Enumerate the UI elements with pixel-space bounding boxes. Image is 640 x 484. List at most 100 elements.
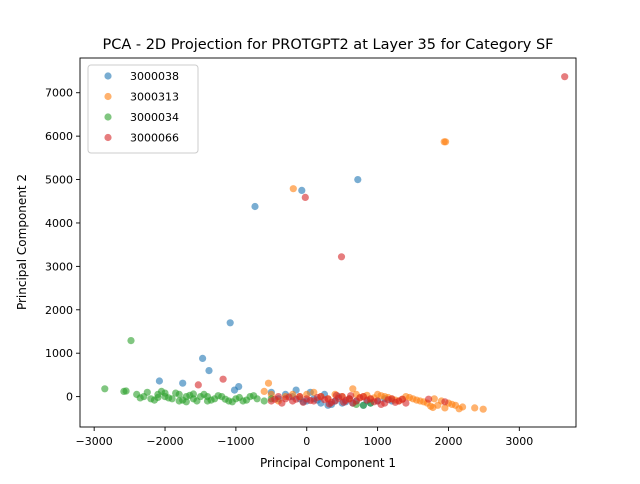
scatter-point [228,398,236,406]
scatter-point [260,397,268,405]
scatter-point [354,176,362,184]
series-layer [101,73,569,413]
scatter-point [337,253,346,261]
scatter-point [479,405,487,413]
legend-label: 3000066 [130,132,179,145]
scatter-point [226,319,234,327]
scatter-point [340,398,348,406]
scatter-point [154,393,162,402]
legend: 3000038 3000313 3000034 3000066 [87,64,199,154]
scatter-point [430,395,438,403]
x-tick-label: 1000 [364,435,392,448]
scatter-point [471,404,479,412]
scatter-point [405,393,414,402]
scatter-point [561,73,569,81]
y-axis-label: Principal Component 2 [15,174,29,310]
scatter-point [193,397,201,405]
legend-marker [104,113,112,121]
scatter-point [384,396,392,404]
scatter-point [161,389,169,397]
scatter-point [359,401,367,409]
scatter-point [349,385,357,393]
series-3000066 [194,73,569,408]
scatter-point [413,396,421,404]
scatter-point [136,394,144,402]
scatter-point [172,389,180,397]
scatter-point [285,393,293,401]
legend-label: 3000038 [130,70,179,83]
scatter-point [441,404,449,412]
scatter-point [260,387,268,395]
scatter-point [455,405,463,413]
legend-marker [104,72,112,80]
scatter-point [271,395,279,403]
x-axis-ticks: −3000 −2000 −1000 0 1000 2000 3000 [76,427,533,448]
y-tick-label: 1000 [45,347,73,360]
scatter-point [356,394,364,402]
y-axis-ticks: 0 1000 2000 3000 4000 5000 6000 7000 [45,87,80,404]
series-3000038 [155,176,396,409]
scatter-point [194,381,202,389]
scatter-point [370,398,378,406]
scatter-point [214,392,222,400]
scatter-point [347,392,355,400]
scatter-point [205,367,213,375]
scatter-point [175,397,183,405]
scatter-point [219,375,227,383]
series-3000034 [101,337,375,409]
chart-title: PCA - 2D Projection for PROTGPT2 at Laye… [102,37,553,53]
scatter-point [235,393,243,402]
scatter-point [199,354,207,362]
legend-marker [104,133,112,142]
plot-frame [79,57,577,428]
scatter-point [155,377,163,385]
legend-label: 3000313 [130,91,179,104]
scatter-point [264,379,273,387]
scatter-point [221,395,229,403]
scatter-point [182,398,190,406]
x-tick-label: −1000 [217,435,254,448]
legend-box [87,64,199,154]
scatter-point [313,393,321,402]
scatter-point [425,395,433,403]
scatter-point [242,396,251,404]
scatter-point [292,395,300,403]
y-tick-label: 3000 [45,260,73,273]
scatter-point [299,398,307,406]
legend-label: 3000034 [130,111,179,124]
scatter-point [377,392,385,400]
scatter-point [179,379,187,387]
y-tick-label: 2000 [45,304,73,317]
scatter-point [298,186,306,194]
x-axis-label: Principal Component 1 [260,456,396,470]
scatter-point [278,399,286,407]
y-tick-label: 0 [66,391,73,404]
scatter-point [442,138,450,146]
scatter-point [189,390,197,398]
scatter-point [349,399,357,407]
scatter-point [143,388,151,396]
scatter-point [127,337,135,345]
scatter-point [448,400,456,408]
scatter-point [230,386,239,394]
scatter-point [301,193,309,201]
legend-marker [104,92,112,101]
scatter-point [289,185,297,193]
scatter-point [325,400,333,408]
scatter-point [250,392,258,400]
scatter-point [363,396,371,404]
y-tick-label: 5000 [45,174,73,187]
scatter-point [377,400,385,408]
x-tick-label: −2000 [146,435,183,448]
scatter-point [391,398,399,406]
scatter-point [203,393,212,401]
scatter-point [332,391,341,399]
y-tick-label: 7000 [45,87,73,100]
scatter-point [101,385,109,393]
scatter-point [429,403,437,412]
scatter-point [441,398,449,406]
x-tick-label: 0 [303,435,310,448]
scatter-point [306,396,314,405]
y-tick-label: 4000 [45,217,73,230]
scatter-point [122,387,130,395]
